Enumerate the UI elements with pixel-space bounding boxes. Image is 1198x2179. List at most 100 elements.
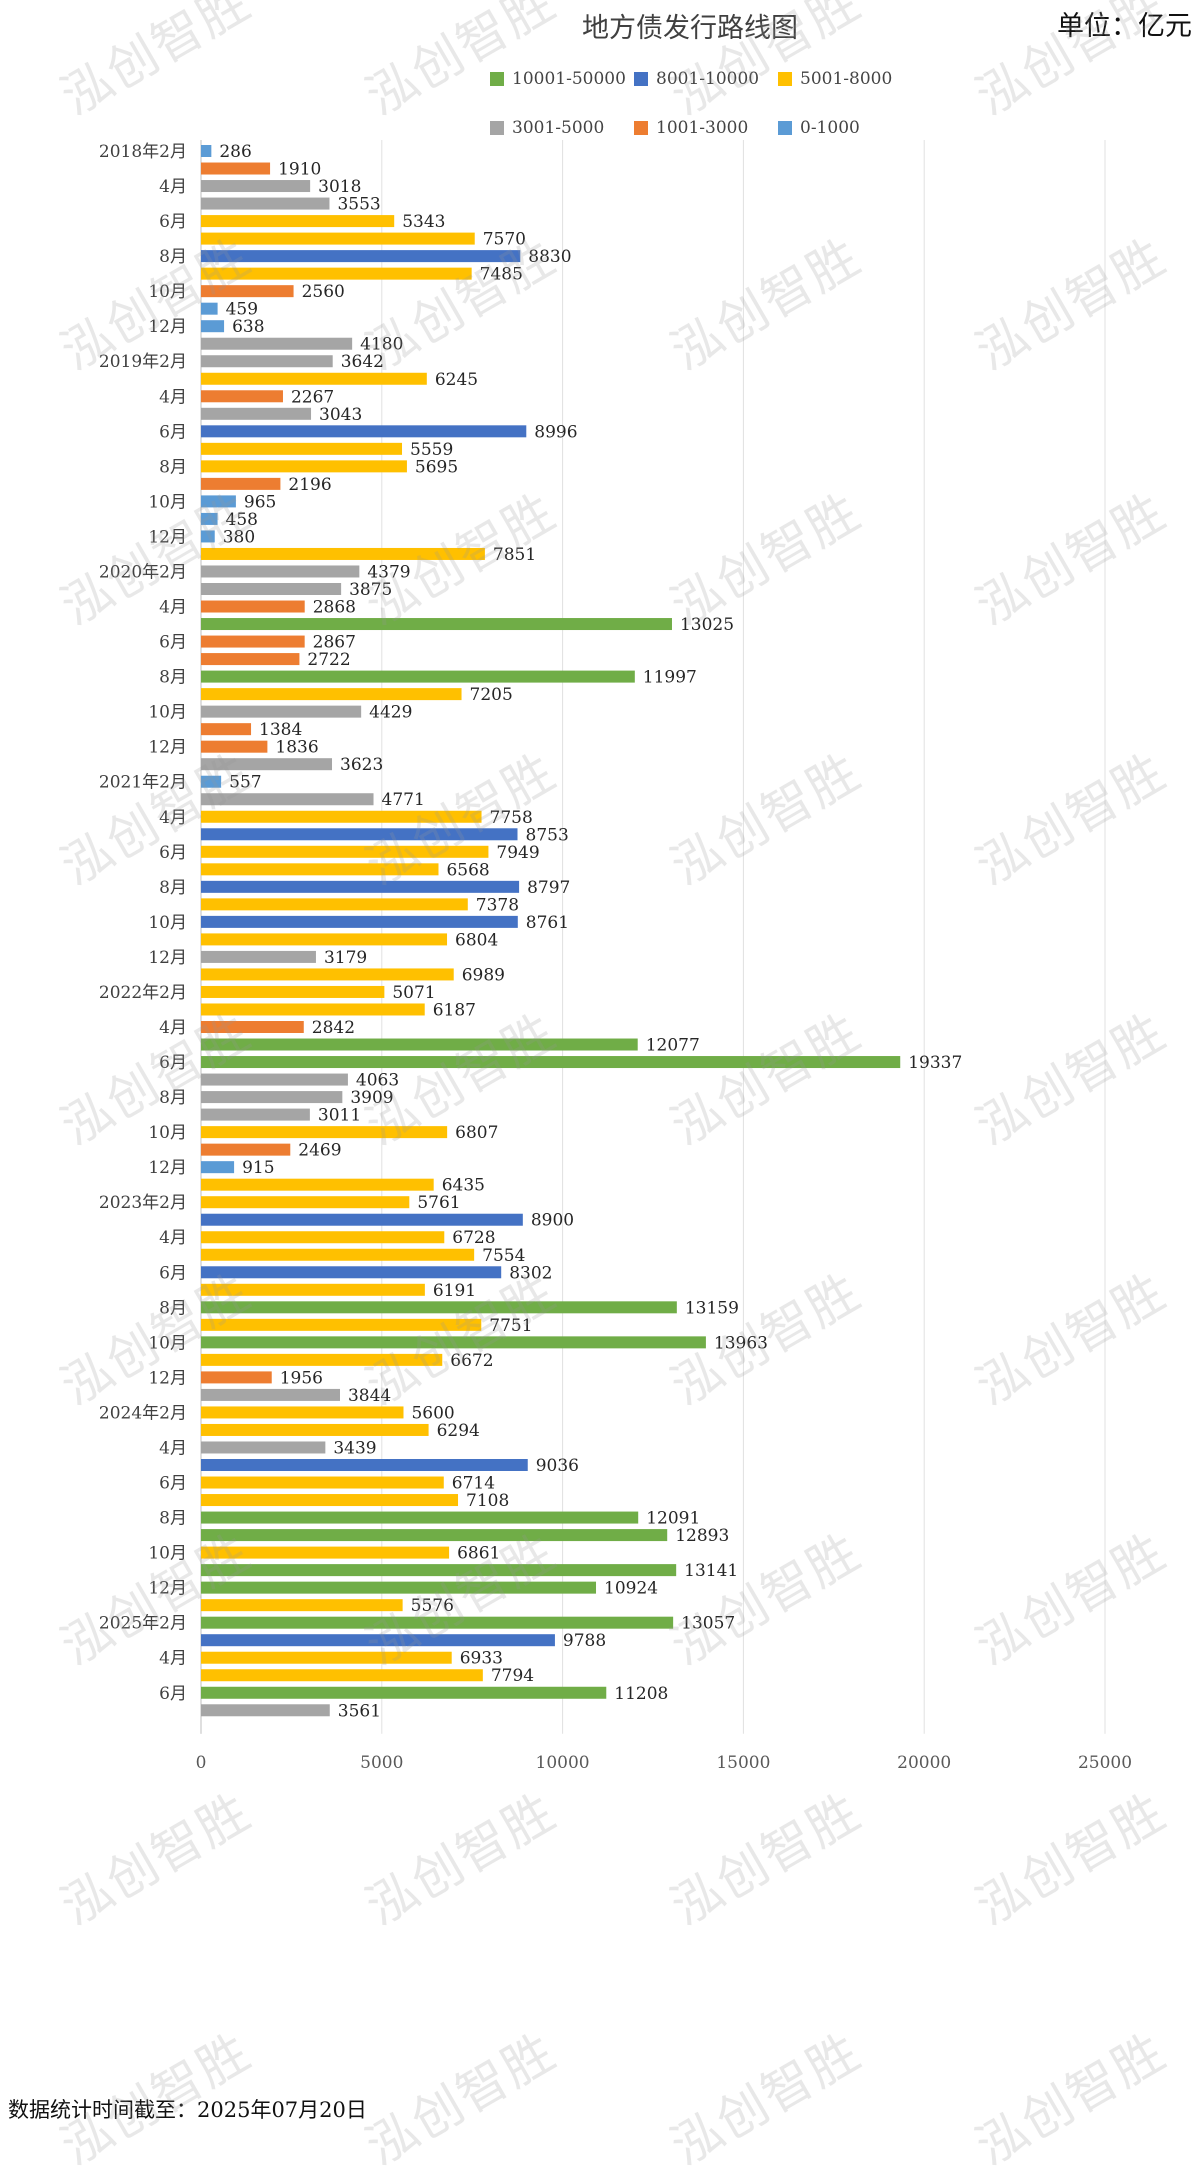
- bar: [201, 775, 222, 788]
- bar: [201, 1143, 291, 1156]
- bar: [201, 863, 439, 876]
- bar: [201, 618, 672, 631]
- y-tick-label: 8月: [159, 1509, 187, 1529]
- x-tick-label: 5000: [360, 1753, 403, 1773]
- data-label: 13963: [714, 1333, 768, 1353]
- y-tick-label: 2019年2月: [99, 352, 187, 372]
- data-label: 5559: [410, 440, 453, 460]
- bar: [201, 793, 374, 806]
- bar: [201, 968, 454, 981]
- data-label: 13025: [680, 615, 734, 635]
- data-label: 7570: [483, 230, 526, 250]
- data-cutoff-note: 数据统计时间截至：2025年07月20日: [8, 2098, 367, 2122]
- legend-label: 5001-8000: [800, 69, 893, 89]
- bar: [201, 1021, 304, 1033]
- data-label: 4063: [356, 1071, 399, 1091]
- legend-swatch: [778, 72, 792, 86]
- data-label: 12077: [646, 1036, 700, 1056]
- y-tick-label: 10月: [148, 703, 187, 723]
- legend-swatch: [778, 121, 792, 135]
- bar: [201, 845, 489, 858]
- data-label: 7851: [493, 545, 536, 565]
- data-label: 8761: [526, 913, 569, 933]
- bar: [201, 145, 212, 157]
- bar: [201, 950, 316, 963]
- bar: [201, 1599, 403, 1612]
- data-label: 12091: [646, 1509, 700, 1529]
- data-label: 2867: [313, 633, 356, 653]
- y-tick-label: 6月: [159, 1053, 187, 1073]
- y-tick-label: 10月: [148, 913, 187, 933]
- data-label: 2842: [312, 1018, 355, 1038]
- y-tick-label: 12月: [148, 1158, 187, 1178]
- bar: [201, 547, 485, 560]
- legend-swatch: [490, 72, 504, 86]
- data-label: 4379: [367, 562, 410, 582]
- bar: [201, 758, 333, 771]
- data-label: 3844: [348, 1386, 391, 1406]
- y-axis-labels: 2018年2月 4月 6月 8月 10月 12月 2019年2月 4月 6月 8月 10月 12月 20…: [99, 142, 187, 1704]
- bar: [201, 688, 462, 701]
- y-tick-label: 12月: [148, 948, 187, 968]
- bar: [201, 302, 218, 315]
- bar: [201, 635, 305, 648]
- bar: [201, 1196, 410, 1209]
- bar: [201, 1213, 523, 1226]
- data-label: 13141: [684, 1561, 738, 1581]
- y-tick-label: 8月: [159, 1088, 187, 1108]
- bar: [201, 232, 475, 245]
- y-tick-label: 6月: [159, 633, 187, 653]
- data-label: 8797: [527, 878, 570, 898]
- data-label: 3011: [318, 1106, 361, 1126]
- data-label: 19337: [908, 1053, 962, 1073]
- data-label: 5600: [411, 1403, 454, 1423]
- bar: [201, 372, 427, 385]
- data-label: 6989: [462, 965, 505, 985]
- legend-swatch: [634, 121, 648, 135]
- bar: [201, 1669, 483, 1682]
- data-label: 10924: [604, 1579, 658, 1599]
- legend-label: 0-1000: [800, 118, 860, 138]
- bar: [201, 180, 311, 193]
- data-label: 4180: [360, 335, 403, 355]
- bar: [201, 705, 362, 718]
- data-label: 8996: [534, 422, 577, 442]
- y-tick-label: 12月: [148, 317, 187, 337]
- data-label: 965: [244, 492, 276, 512]
- data-label: 2196: [288, 475, 331, 495]
- bar: [201, 1178, 434, 1191]
- bar: [201, 600, 305, 613]
- bar: [201, 1704, 330, 1717]
- data-label: 7108: [466, 1491, 509, 1511]
- bar: [201, 1581, 597, 1594]
- data-label: 458: [226, 510, 258, 530]
- data-label: 638: [232, 317, 264, 337]
- data-label: 6933: [460, 1649, 503, 1669]
- chart-title: 地方债发行路线图: [582, 13, 798, 44]
- legend-swatch: [634, 72, 648, 86]
- bar: [201, 1318, 482, 1331]
- data-label: 6187: [433, 1000, 476, 1020]
- data-label: 3642: [341, 352, 384, 372]
- bar: [201, 1248, 475, 1261]
- data-label: 7205: [470, 685, 513, 705]
- y-tick-label: 2025年2月: [99, 1614, 187, 1634]
- bar: [201, 267, 472, 280]
- data-label: 7485: [480, 265, 523, 285]
- data-label: 2560: [302, 282, 345, 302]
- y-tick-label: 6月: [159, 212, 187, 232]
- data-label: 8753: [526, 825, 569, 845]
- legend-item-5001-8000: 5001-8000: [778, 68, 892, 90]
- y-tick-label: 8月: [159, 457, 187, 477]
- legend-item-10001-50000: 10001-50000: [490, 68, 626, 90]
- bar: [201, 1371, 272, 1384]
- legend-label: 8001-10000: [656, 69, 760, 89]
- y-tick-label: 2018年2月: [99, 142, 187, 162]
- data-label: 6294: [437, 1421, 480, 1441]
- data-label: 2868: [313, 598, 356, 618]
- data-label: 3043: [319, 405, 362, 425]
- y-tick-label: 4月: [159, 1438, 187, 1458]
- bar: [201, 1388, 340, 1401]
- data-label: 8302: [509, 1263, 552, 1283]
